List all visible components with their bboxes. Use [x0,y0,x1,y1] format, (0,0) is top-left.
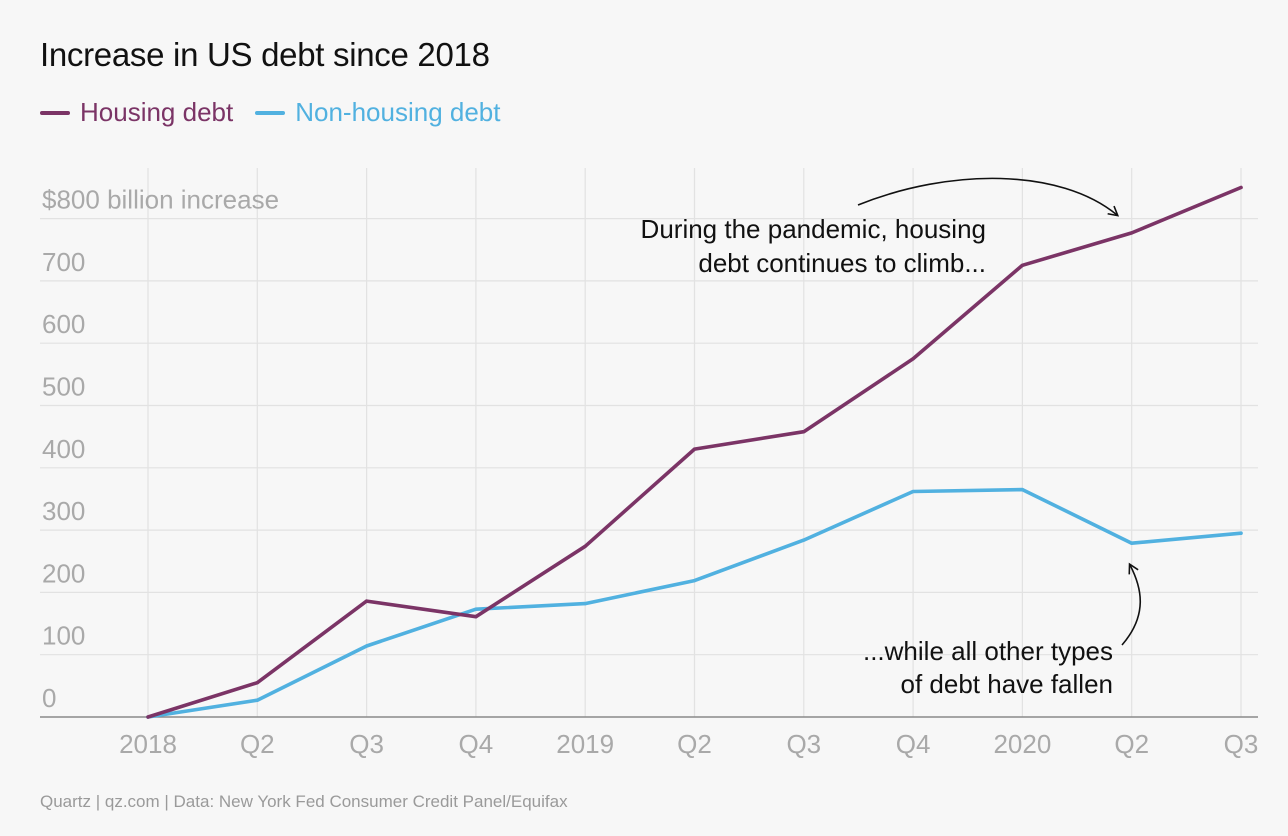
y-tick-label: 600 [42,309,85,339]
data-point-housing [146,715,150,719]
x-tick-label: Q2 [240,729,275,759]
legend-label-nonhousing: Non-housing debt [295,97,501,127]
y-tick-label: 700 [42,247,85,277]
data-point-housing [1020,263,1024,267]
legend-swatch-housing [40,110,70,115]
source-credit: Quartz | qz.com | Data: New York Fed Con… [40,792,568,811]
x-tick-label: Q3 [349,729,384,759]
data-point-housing [1239,185,1243,190]
x-tick-label: 2018 [119,729,177,759]
x-tick-label: Q3 [786,729,821,759]
data-point-nonhousing [1020,488,1024,492]
data-point-housing [692,447,697,451]
data-point-housing [802,430,806,434]
annotation-arrow-nonhousing [1121,562,1142,646]
data-point-nonhousing [911,489,915,494]
data-point-housing [1130,231,1134,235]
x-tick-label: 2019 [556,729,614,759]
x-tick-label: Q3 [1224,729,1259,759]
annotation-arrow-housing [857,177,1120,217]
y-tick-label: $800 billion increase [42,185,279,215]
x-tick-label: 2020 [993,729,1051,759]
y-tick-label: 300 [42,496,85,526]
x-tick-label: Q2 [1114,729,1149,759]
data-point-housing [583,544,587,548]
data-point-nonhousing [474,607,478,611]
x-tick-label: Q4 [459,729,494,759]
data-point-nonhousing [802,538,806,542]
data-point-nonhousing [692,578,697,583]
data-point-housing [365,599,369,603]
data-point-housing [911,357,915,361]
y-tick-label: 100 [42,621,85,651]
data-point-nonhousing [1239,531,1243,535]
data-point-nonhousing [583,602,587,606]
legend: Housing debt Non-housing debt [40,97,501,128]
legend-item-nonhousing: Non-housing debt [255,97,501,128]
data-point-housing [474,615,478,619]
data-point-nonhousing [365,644,369,648]
x-tick-label: Q4 [896,729,931,759]
data-point-housing [255,681,259,685]
chart-title: Increase in US debt since 2018 [40,36,490,73]
annotation-nonhousing: ...while all other types of debt have fal… [863,636,1113,699]
data-point-nonhousing [1130,541,1134,545]
y-tick-label: 200 [42,558,85,588]
y-tick-label: 500 [42,372,85,402]
legend-item-housing: Housing debt [40,97,233,128]
legend-label-housing: Housing debt [80,97,234,127]
legend-swatch-nonhousing [255,110,286,115]
annotation-housing: During the pandemic, housing debt continu… [641,214,986,278]
y-tick-label: 0 [42,683,56,713]
x-tick-label: Q2 [677,729,712,759]
data-point-nonhousing [255,698,259,702]
y-tick-label: 400 [42,434,85,464]
